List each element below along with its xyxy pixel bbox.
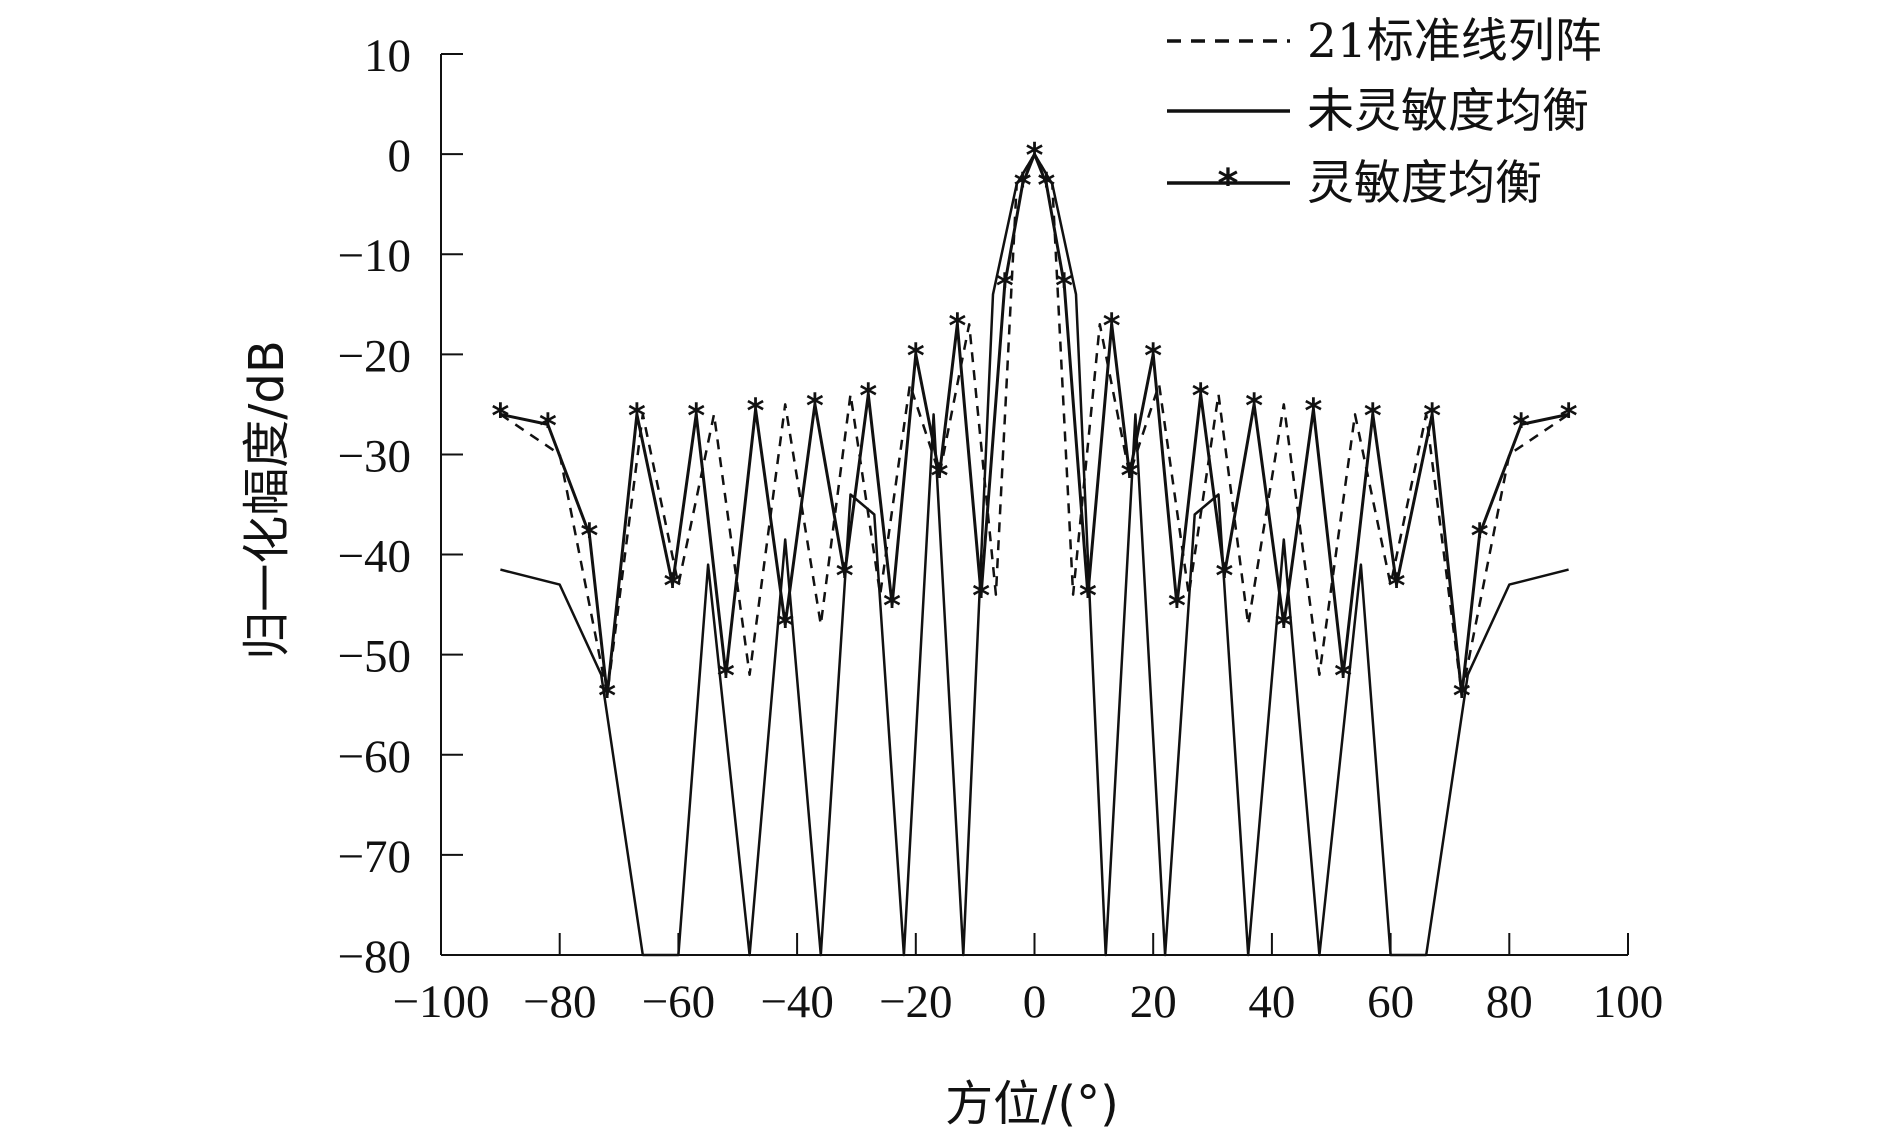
series-layer: * ***************************************… <box>491 136 1578 957</box>
y-tick-label: −20 <box>337 330 411 382</box>
star-marker: * <box>1364 396 1382 436</box>
y-tick-label: −70 <box>337 831 411 883</box>
star-marker: * <box>598 677 616 717</box>
x-tick-label: −20 <box>879 976 953 1028</box>
y-tick-label: 0 <box>388 130 412 182</box>
legend-label-2: 未灵敏度均衡 <box>1307 84 1589 139</box>
star-marker: * <box>1192 376 1210 416</box>
x-tick-label: 40 <box>1248 976 1295 1028</box>
star-marker: * <box>628 396 646 436</box>
y-tick-label: −80 <box>337 931 411 983</box>
star-marker: * <box>1512 406 1530 446</box>
star-marker: * <box>1216 557 1234 597</box>
star-marker: * <box>747 391 765 431</box>
y-tick-label: −10 <box>337 230 411 282</box>
star-marker: * <box>907 336 925 376</box>
legend-label-3: 灵敏度均衡 <box>1307 156 1542 211</box>
star-marker: * <box>664 567 682 607</box>
y-tick-label: −40 <box>337 531 411 583</box>
star-marker: * <box>883 587 901 627</box>
star-marker: * <box>1560 396 1578 436</box>
y-tick-group: 10 0 −10 −20 −30 −40 −50 −60 −70 −80 <box>337 30 463 983</box>
y-tick-label: −30 <box>337 430 411 482</box>
y-tick-label: 10 <box>364 30 411 82</box>
star-marker: * <box>1388 567 1406 607</box>
star-marker: * <box>687 396 705 436</box>
star-marker: * <box>931 456 949 496</box>
legend-item-3: * 灵敏度均衡 <box>1167 156 1542 211</box>
star-marker: * <box>491 396 509 436</box>
star-marker: * <box>972 577 990 617</box>
x-tick-label: 60 <box>1367 976 1414 1028</box>
star-marker: * <box>948 306 966 346</box>
star-marker: * <box>1037 166 1055 206</box>
star-marker: * <box>1305 391 1323 431</box>
legend-star-marker: * <box>1218 161 1239 207</box>
star-marker: * <box>539 406 557 446</box>
y-tick-label: −50 <box>337 631 411 683</box>
x-tick-label: 20 <box>1130 976 1177 1028</box>
y-axis-label: 归一化幅度/dB <box>239 340 295 660</box>
star-marker: * <box>859 376 877 416</box>
star-marker: * <box>1121 456 1139 496</box>
y-tick-label: −60 <box>337 731 411 783</box>
series-line-2 <box>500 152 1569 957</box>
series-line-3 <box>500 152 1569 697</box>
x-tick-group: −100 −80 −60 −40 −20 0 20 40 60 80 100 <box>392 933 1663 1028</box>
x-tick-label: 0 <box>1023 976 1047 1028</box>
star-marker: * <box>580 517 598 557</box>
star-marker: * <box>996 266 1014 306</box>
x-tick-label: 80 <box>1486 976 1533 1028</box>
x-tick-label: −40 <box>760 976 834 1028</box>
x-tick-label: −60 <box>642 976 716 1028</box>
legend-item-1: 21标准线列阵 <box>1167 14 1602 69</box>
star-marker: * <box>1168 587 1186 627</box>
star-marker: * <box>1334 657 1352 697</box>
plot-area: 100−10−20−30−40−50−60−70−80 −100 −80 −60 −4… <box>337 30 1663 1028</box>
legend: 21标准线列阵 未灵敏度均衡 * 灵敏度均衡 <box>1167 14 1602 211</box>
star-marker: * <box>1014 166 1032 206</box>
star-marker: * <box>717 657 735 697</box>
x-tick-label: −100 <box>392 976 489 1028</box>
x-axis-label: 方位/(°) <box>945 1076 1119 1132</box>
legend-item-2: 未灵敏度均衡 <box>1167 84 1589 139</box>
star-marker: * <box>1423 396 1441 436</box>
star-marker: * <box>1103 306 1121 346</box>
star-marker: * <box>1144 336 1162 376</box>
star-marker: * <box>1026 136 1044 176</box>
star-marker: * <box>1453 677 1471 717</box>
x-tick-label: 100 <box>1593 976 1664 1028</box>
star-marker: * <box>776 607 794 647</box>
star-marker: * <box>1055 266 1073 306</box>
legend-label-1: 21标准线列阵 <box>1307 14 1602 69</box>
star-marker: * <box>806 386 824 426</box>
star-marker: * <box>836 557 854 597</box>
star-marker: * <box>1245 386 1263 426</box>
series-line-1 <box>499 152 1570 696</box>
x-tick-label: −80 <box>523 976 597 1028</box>
star-marker: * <box>1275 607 1293 647</box>
star-marker: * <box>1471 517 1489 557</box>
star-marker: * <box>1079 577 1097 617</box>
